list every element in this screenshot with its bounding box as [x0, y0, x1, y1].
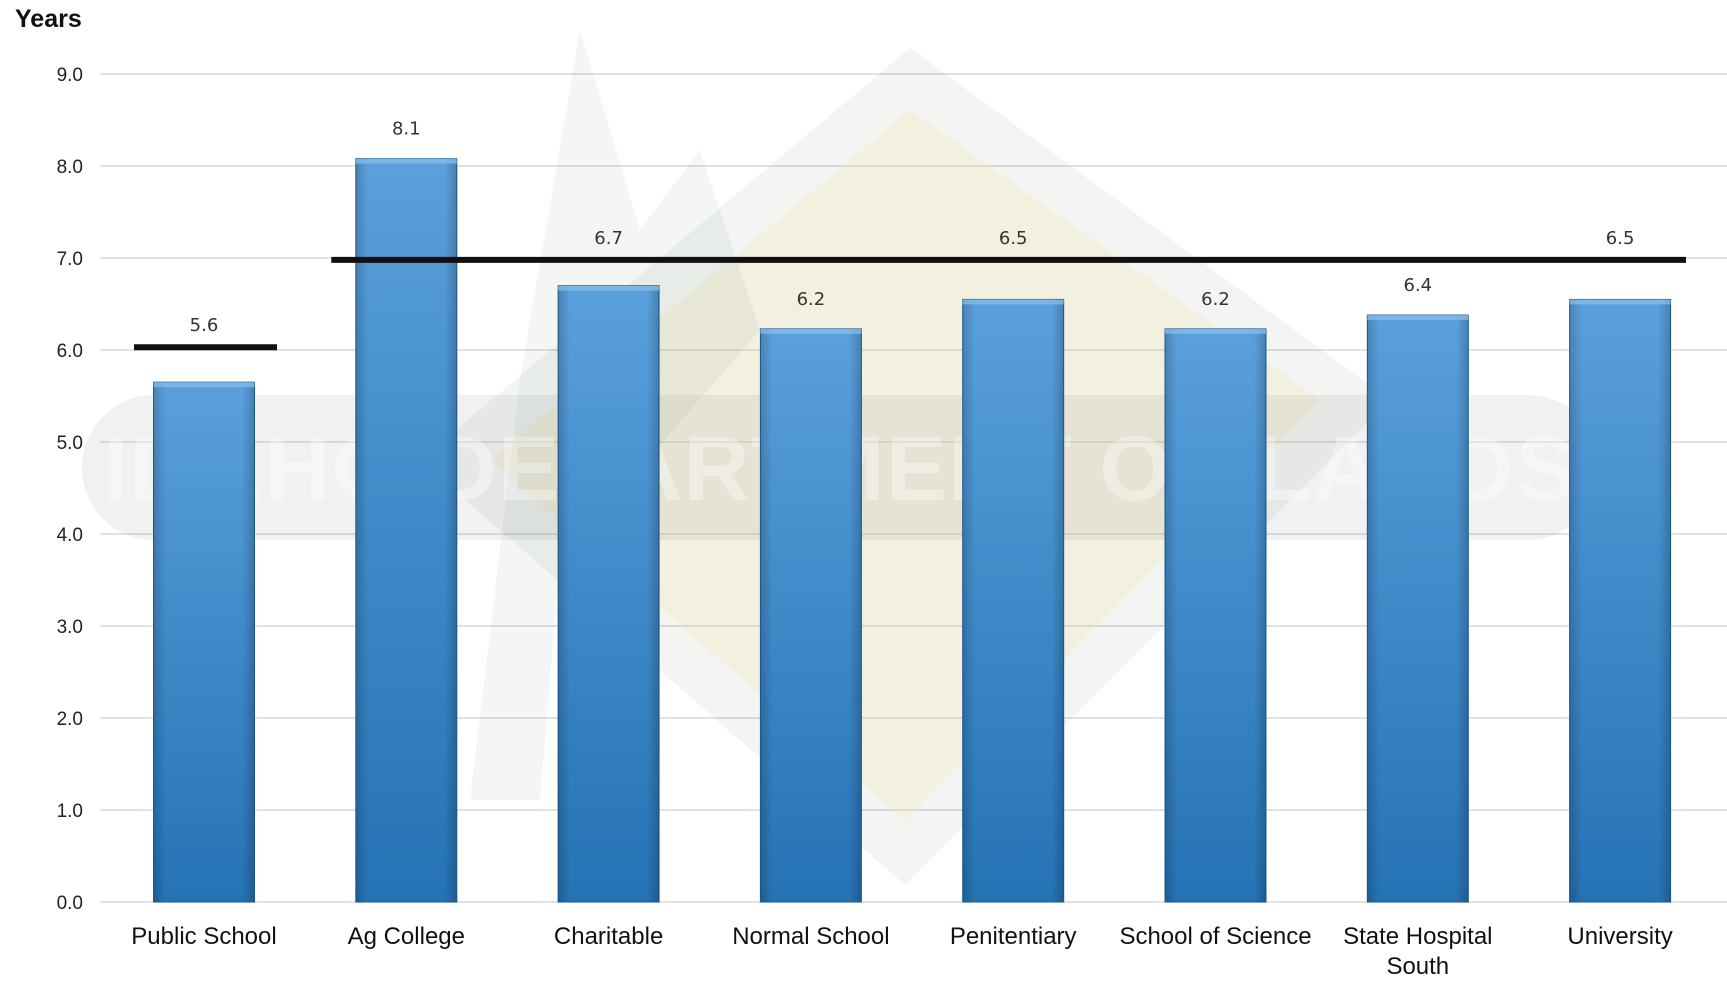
y-tick-label: 1.0 — [57, 801, 83, 822]
y-tick-label: 8.0 — [57, 157, 83, 178]
data-label: 6.2 — [1201, 289, 1230, 310]
x-tick-label: State Hospital — [1343, 923, 1492, 950]
y-tick-label: 4.0 — [57, 525, 83, 546]
bar — [355, 158, 458, 903]
bar-top-highlight — [355, 158, 457, 164]
bar-top-highlight — [962, 299, 1064, 305]
y-tick-label: 3.0 — [57, 617, 83, 638]
bar — [962, 298, 1065, 903]
bar-top-highlight — [1367, 315, 1469, 321]
bar-shade — [962, 299, 1064, 902]
data-labels: 5.6 8.1 6.7 6.2 6.5 6.2 6.4 6.5 — [190, 119, 1635, 337]
y-tick-label: 7.0 — [57, 249, 83, 270]
bar — [759, 328, 862, 903]
x-tick-label: University — [1567, 923, 1672, 950]
y-tick-label: 9.0 — [57, 65, 83, 86]
bar — [557, 285, 660, 903]
bar — [1164, 328, 1267, 903]
bar — [1366, 314, 1469, 903]
data-label: 6.5 — [999, 228, 1028, 249]
y-tick-label: 6.0 — [57, 341, 83, 362]
x-tick-label: Public School — [131, 923, 276, 950]
bar-shade — [355, 158, 457, 902]
bar-shade — [1165, 328, 1266, 903]
y-tick-label: 2.0 — [57, 709, 83, 730]
reference-lines — [134, 256, 1686, 351]
bar-shade — [558, 285, 660, 903]
bar-top-highlight — [1569, 299, 1671, 305]
bar-shade — [760, 328, 862, 903]
bar-shade — [153, 382, 255, 902]
data-label: 5.6 — [190, 315, 219, 336]
y-tick-label: 0.0 — [57, 893, 83, 914]
data-label: 6.2 — [797, 289, 826, 310]
x-tick-label: Penitentiary — [950, 923, 1077, 950]
x-tick-label: Ag College — [348, 923, 465, 950]
bar-top-highlight — [760, 328, 862, 334]
x-tick-label: Normal School — [732, 923, 889, 950]
category-axis: Public School Ag College Charitable Normal … — [131, 923, 1672, 980]
x-tick-label: Charitable — [554, 923, 663, 950]
watermark-diamond-inner — [490, 110, 1320, 820]
y-axis-title: Years — [15, 5, 82, 33]
x-tick-label: School of Science — [1119, 923, 1311, 950]
bar — [1569, 298, 1672, 903]
bar-shade — [1367, 315, 1469, 902]
bar — [153, 381, 255, 903]
bars — [153, 158, 1672, 903]
x-tick-label: South — [1386, 953, 1449, 980]
data-label: 6.4 — [1403, 275, 1432, 296]
bar-top-highlight — [153, 382, 255, 388]
data-label: 6.7 — [594, 228, 623, 249]
data-label: 8.1 — [392, 119, 421, 140]
bar-top-highlight — [1165, 328, 1266, 334]
data-label: 6.5 — [1606, 228, 1635, 249]
bar-shade — [1569, 299, 1671, 902]
y-tick-label: 5.0 — [57, 433, 83, 454]
bar-top-highlight — [558, 285, 660, 291]
